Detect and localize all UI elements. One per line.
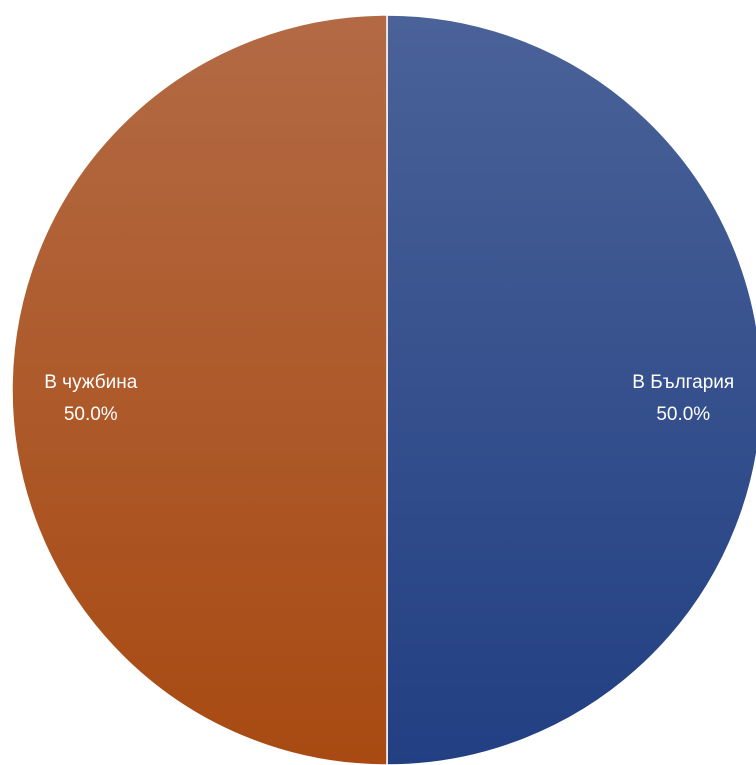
pie-labels: В България 50.0% В чужбина 50.0% [44, 372, 734, 425]
slice-category-label: В България [632, 372, 734, 393]
slice-percent-label: 50.0% [64, 404, 118, 425]
slice-percent-label: 50.0% [656, 404, 710, 425]
pie-slice [11, 14, 388, 765]
pie-slices [11, 14, 756, 765]
slice-category-label: В чужбина [44, 372, 137, 393]
pie-slice [386, 14, 756, 765]
